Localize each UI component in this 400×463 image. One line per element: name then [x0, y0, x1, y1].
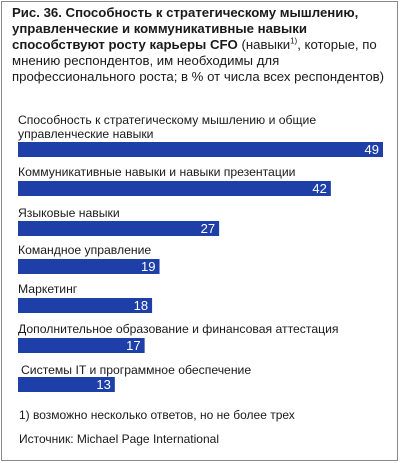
category-label: Маркетинг	[18, 282, 78, 296]
category-label: Коммуникативные навыки и навыки презента…	[18, 165, 295, 179]
category-label: Командное управление	[18, 243, 151, 257]
value-label: 42	[312, 181, 326, 196]
chart-title-rest: (навыки	[237, 37, 291, 52]
category-label: Способность к стратегическому мышлению и…	[18, 113, 316, 141]
chart-title-rest2: , которые, по мнению респондентов, им не…	[12, 37, 385, 84]
chart-title: Рис. 36. Способность к стратегическому м…	[12, 5, 387, 85]
value-label: 27	[201, 221, 215, 236]
value-label: 49	[365, 142, 379, 157]
footnote-reference: 1)	[290, 36, 298, 46]
bar	[18, 377, 115, 392]
bar	[18, 259, 160, 274]
chart-title-bold: Рис. 36. Способность к стратегическому м…	[12, 5, 359, 52]
bar	[18, 338, 145, 353]
value-label: 18	[134, 298, 148, 313]
bar	[18, 181, 331, 196]
bar	[18, 142, 383, 157]
source-note: Источник: Michael Page International	[19, 432, 219, 446]
bar	[18, 221, 220, 236]
category-label: Дополнительное образование и финансовая …	[18, 322, 339, 336]
category-label: Системы IT и программное обеспечение	[21, 363, 251, 377]
value-label: 13	[96, 377, 110, 392]
footnote: 1) возможно несколько ответов, но не бол…	[19, 408, 295, 422]
category-label: Языковые навыки	[18, 206, 120, 220]
value-label: 19	[141, 259, 155, 274]
bar	[18, 298, 153, 313]
value-label: 17	[126, 338, 140, 353]
